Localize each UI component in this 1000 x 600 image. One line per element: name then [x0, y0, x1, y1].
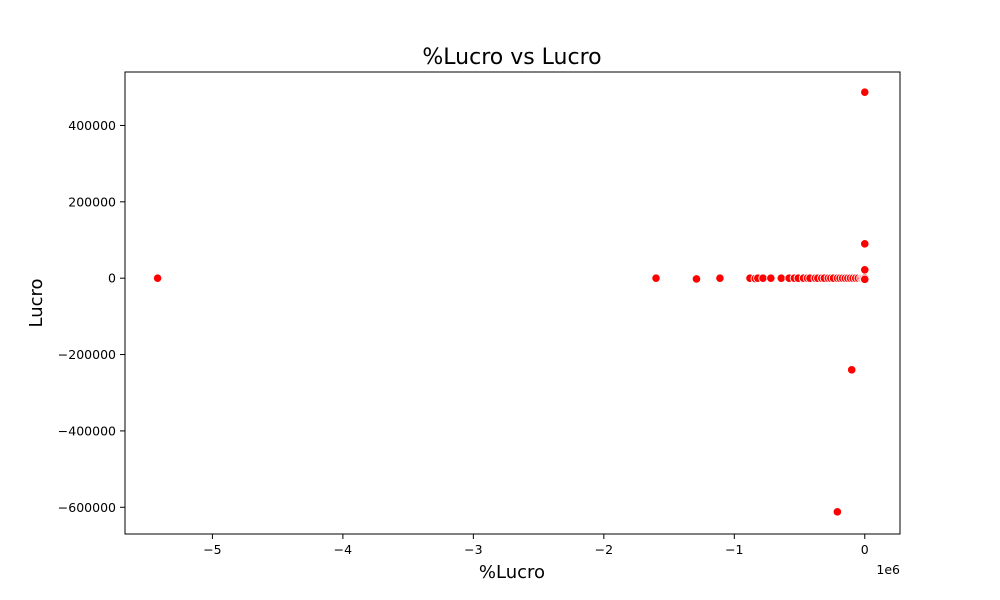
data-point [860, 274, 870, 284]
x-offset-label: 1e6 [876, 562, 900, 577]
x-axis-title: %Lucro [479, 562, 545, 583]
data-point [776, 273, 786, 283]
x-tick-label: −5 [203, 542, 221, 557]
x-axis: −5 −4 −3 −2 −1 0 [203, 534, 869, 557]
y-axis-title: Lucro [26, 278, 47, 327]
x-tick-label: −4 [334, 542, 352, 557]
y-tick-label: 200000 [68, 194, 116, 209]
data-point [860, 239, 870, 249]
data-point [766, 273, 776, 283]
points-layer [153, 87, 870, 517]
data-point [847, 365, 857, 375]
data-point [715, 273, 725, 283]
chart-title: %Lucro vs Lucro [422, 45, 601, 70]
data-point [832, 507, 842, 517]
y-tick-label: −400000 [58, 423, 116, 438]
data-point [860, 265, 870, 275]
plot-frame [124, 71, 901, 535]
x-tick-label: 0 [861, 542, 869, 557]
data-point [153, 273, 163, 283]
x-tick-label: −2 [595, 542, 613, 557]
y-tick-label: −600000 [58, 500, 116, 515]
y-tick-label: 0 [108, 271, 116, 286]
y-tick-label: −200000 [58, 347, 116, 362]
x-tick-label: −3 [464, 542, 482, 557]
data-point [651, 273, 661, 283]
data-point [691, 274, 702, 284]
data-point [860, 87, 870, 97]
y-tick-label: 400000 [68, 118, 116, 133]
data-point [758, 273, 768, 283]
x-tick-label: −1 [725, 542, 743, 557]
y-axis: 400000 200000 0 −200000 −400000 −600000 [58, 118, 125, 515]
